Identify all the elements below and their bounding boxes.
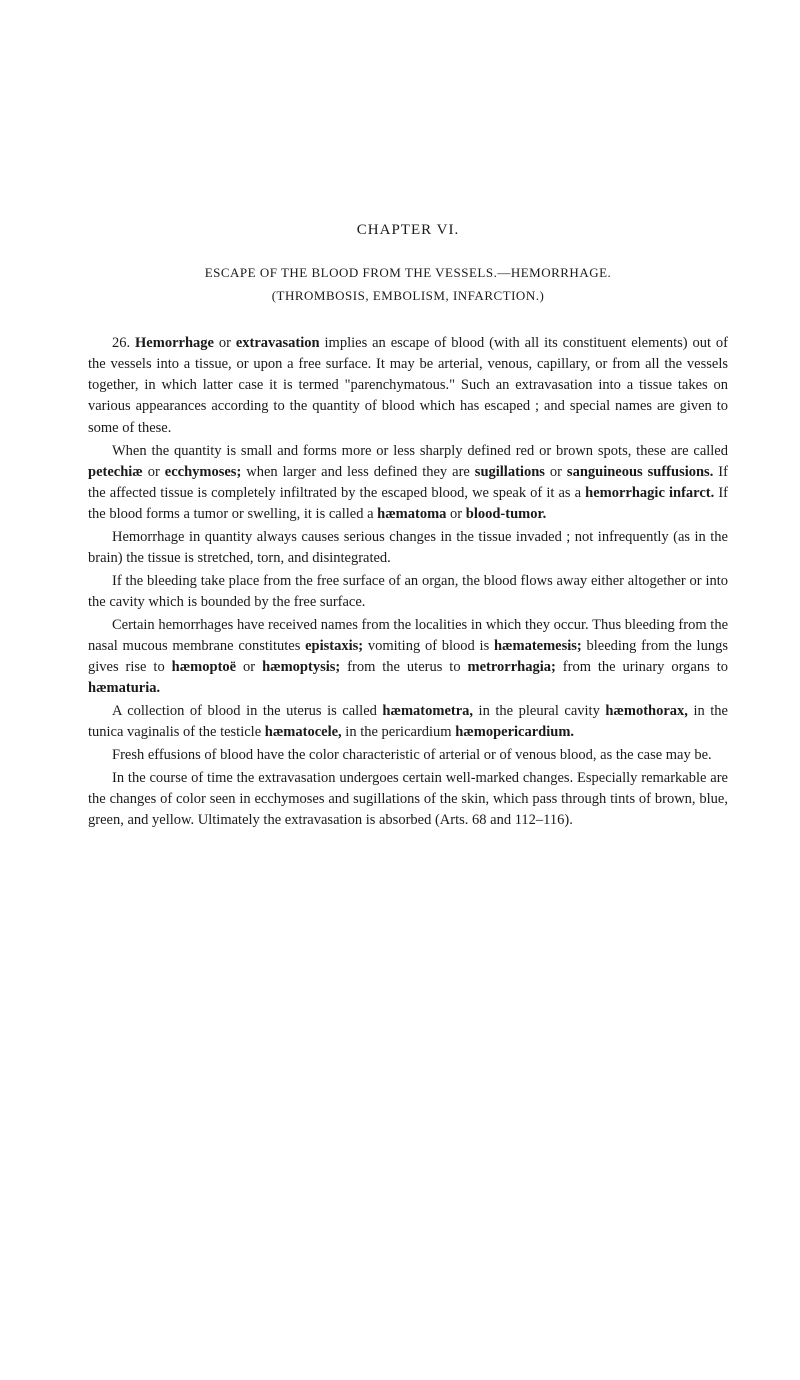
- p2-mid2: when larger and less defined they are: [241, 464, 475, 480]
- p2-mid3: or: [545, 464, 567, 480]
- paragraph-1: 26. Hemorrhage or extravasation implies …: [88, 333, 728, 438]
- p6-pre: A collection of blood in the uterus is c…: [112, 703, 382, 719]
- p1-pre: 26.: [112, 335, 135, 351]
- paragraph-6: A collection of blood in the uterus is c…: [88, 701, 728, 743]
- term-haematocele: hæmatocele,: [265, 724, 342, 740]
- term-sanguineous-suffusions: sanguineous suffusions.: [567, 464, 713, 480]
- paragraph-5: Certain hemorrhages have received names …: [88, 615, 728, 699]
- paragraph-7: Fresh effusions of blood have the color …: [88, 745, 728, 766]
- term-petechiae: petechiæ: [88, 464, 143, 480]
- term-epistaxis: epistaxis;: [305, 638, 363, 654]
- term-haematemesis: hæmatemesis;: [494, 638, 582, 654]
- term-sugillations: sugillations: [475, 464, 545, 480]
- term-haemopericardium: hæmopericardium.: [455, 724, 574, 740]
- document-page: CHAPTER VI. ESCAPE OF THE BLOOD FROM THE…: [0, 0, 800, 893]
- p5-mid1: vomiting of blood is: [363, 638, 494, 654]
- p6-mid3: in the pericardium: [342, 724, 456, 740]
- term-haematometra: hæmatometra,: [382, 703, 473, 719]
- paragraph-8: In the course of time the extravasation …: [88, 768, 728, 831]
- title-line-2: (THROMBOSIS, EMBOLISM, INFARCTION.): [88, 287, 728, 306]
- p5-mid3: or: [236, 659, 262, 675]
- p1-mid1: or: [214, 335, 236, 351]
- paragraph-4: If the bleeding take place from the free…: [88, 571, 728, 613]
- paragraph-3: Hemorrhage in quantity always causes ser…: [88, 527, 728, 569]
- term-hemorrhage: Hemorrhage: [135, 335, 214, 351]
- p5-mid5: from the urinary organs to: [556, 659, 728, 675]
- term-haemoptysis: hæmoptysis;: [262, 659, 340, 675]
- p2-pre: When the quantity is small and forms mor…: [112, 443, 728, 459]
- term-blood-tumor: blood-tumor.: [466, 506, 546, 522]
- term-haematoma: hæmatoma: [377, 506, 446, 522]
- term-haemothorax: hæmothorax,: [605, 703, 688, 719]
- term-haematuria: hæmaturia.: [88, 680, 160, 696]
- term-metrorrhagia: metrorrhagia;: [468, 659, 556, 675]
- paragraph-2: When the quantity is small and forms mor…: [88, 441, 728, 525]
- chapter-heading: CHAPTER VI.: [88, 220, 728, 242]
- p2-mid6: or: [446, 506, 465, 522]
- term-hemorrhagic-infarct: hemorrhagic infarct.: [585, 485, 714, 501]
- p2-mid1: or: [143, 464, 165, 480]
- term-haemoptoe: hæmoptoë: [172, 659, 236, 675]
- term-extravasation: extravasation: [236, 335, 320, 351]
- p6-mid1: in the pleural cavity: [473, 703, 605, 719]
- term-ecchymoses: ecchymoses;: [165, 464, 242, 480]
- p5-mid4: from the uterus to: [340, 659, 467, 675]
- title-line-1: ESCAPE OF THE BLOOD FROM THE VESSELS.—HE…: [88, 264, 728, 283]
